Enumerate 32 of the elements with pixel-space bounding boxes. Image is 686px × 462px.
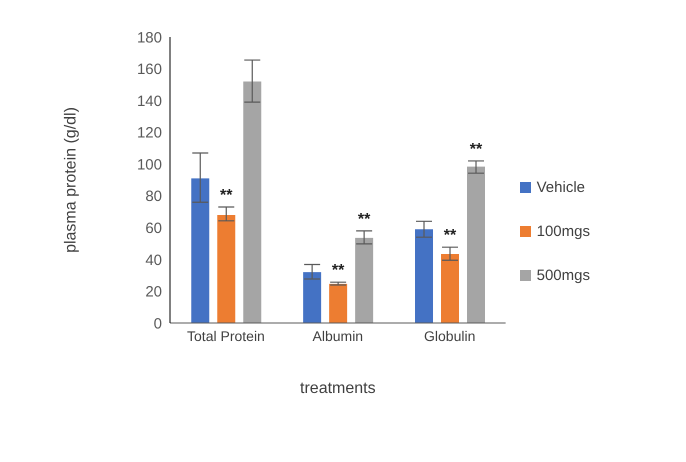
y-tick-label: 0 [154, 315, 162, 332]
y-tick-label: 180 [136, 29, 162, 46]
y-axis-title: plasma protein (g/dl) [62, 107, 80, 253]
legend-label: 100mgs [536, 222, 590, 240]
y-tick-label: 20 [145, 284, 162, 301]
data-label: ** [358, 210, 372, 228]
y-tick-label: 120 [136, 124, 162, 142]
x-tick-label: Globulin [424, 328, 476, 344]
legend-label: Vehicle [536, 178, 585, 196]
bar [355, 238, 374, 323]
legend-label: 500mgs [536, 266, 590, 284]
data-label: ** [470, 140, 484, 158]
data-label: ** [220, 187, 234, 204]
y-tick-label: 80 [145, 188, 162, 206]
bar [329, 284, 348, 323]
bar [191, 178, 210, 323]
data-label: ** [332, 262, 346, 280]
bar [303, 272, 322, 323]
bar [415, 229, 434, 323]
y-tick-label: 60 [145, 220, 162, 237]
data-label: ** [444, 227, 458, 244]
x-tick-label: Albumin [312, 328, 364, 344]
y-tick-label: 100 [136, 156, 162, 174]
bar [217, 214, 236, 323]
bar [467, 166, 486, 323]
bar [441, 254, 460, 323]
x-axis-title: treatments [300, 380, 376, 397]
bar [243, 81, 262, 323]
y-tick-label: 160 [136, 61, 162, 78]
x-tick-label: Total Protein [187, 328, 265, 344]
y-tick-label: 40 [145, 252, 162, 269]
y-tick-label: 140 [136, 92, 162, 110]
